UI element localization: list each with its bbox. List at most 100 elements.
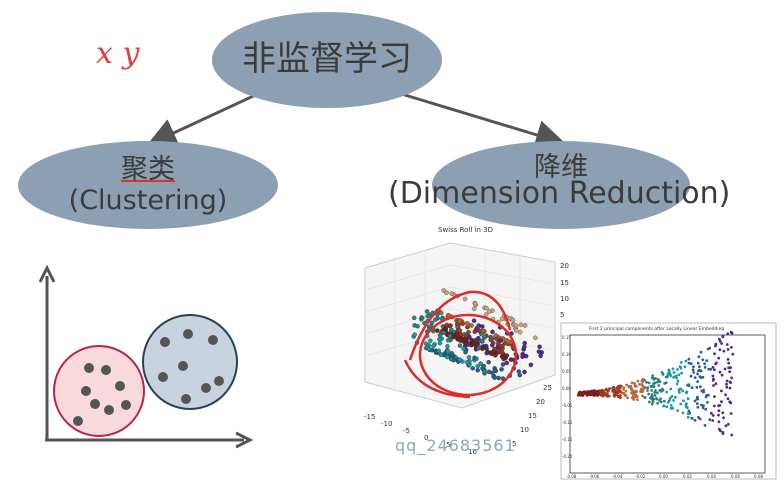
embedding-point (650, 402, 654, 406)
swiss-roll-point (462, 296, 468, 302)
dimension-reduction-label-cn: 降维 (534, 152, 588, 184)
embedding-point (731, 352, 735, 356)
swiss-roll-point (445, 348, 451, 354)
embedding-point (726, 422, 730, 426)
embedding-point (618, 394, 622, 397)
swiss-roll-point (484, 350, 489, 356)
embedding-point (618, 389, 622, 393)
swiss-roll-point (435, 328, 440, 333)
dimension-reduction-label-en: (Dimension Reduction) (388, 176, 731, 211)
embedding-y-tick: -0.05 (562, 403, 573, 408)
embedding-point (650, 389, 653, 392)
swiss-x-tick: -15 (364, 413, 375, 421)
embedding-point (727, 366, 731, 370)
swiss-roll-point (484, 305, 489, 311)
embedding-point (625, 383, 628, 387)
embedding-point (707, 393, 710, 397)
swiss-roll-point (464, 360, 470, 365)
embedding-point (672, 399, 675, 402)
swiss-roll-point (536, 349, 542, 354)
swiss-roll-point (471, 306, 477, 312)
embedding-point (689, 374, 693, 378)
embedding-point (643, 396, 647, 399)
embedding-point (633, 390, 636, 393)
embedding-point (659, 397, 662, 401)
embedding-point (607, 394, 611, 398)
embedding-point (651, 374, 655, 377)
embedding-point (699, 376, 703, 379)
swiss-roll-plot: Swiss Roll in 3D 20 15 10 5 -15 -10 -5 0… (364, 226, 569, 456)
embedding-point (712, 377, 715, 381)
embedding-point (730, 345, 733, 349)
embedding-point (634, 384, 638, 388)
swiss-roll-point (499, 349, 505, 355)
embedding-point (720, 342, 723, 345)
embedding-point (655, 397, 658, 400)
embedding-point (633, 382, 636, 385)
embedding-point (726, 358, 730, 361)
embedding-point (717, 404, 720, 408)
swiss-x-tick: 0 (424, 434, 428, 442)
swiss-roll-point (499, 367, 504, 372)
embedding-point (711, 374, 715, 378)
swiss-roll-point (517, 372, 523, 378)
swiss-roll-point (516, 369, 522, 374)
embedding-point (679, 366, 683, 370)
embedding-point (656, 401, 659, 405)
embedding-point (656, 380, 659, 384)
embedding-point (714, 342, 718, 346)
embedding-point (660, 371, 664, 374)
embedding-point (691, 368, 695, 372)
swiss-x-tick: 10 (468, 448, 477, 456)
embedding-point (626, 396, 629, 400)
swiss-roll-point (466, 355, 472, 360)
clustering-label-en: (Clustering) (68, 185, 228, 216)
embedding-point (669, 404, 673, 407)
handwritten-marks: x y (96, 36, 140, 71)
swiss-roll-point (438, 310, 444, 316)
embedding-point (616, 395, 620, 398)
swiss-y-tick: 20 (536, 398, 545, 406)
swiss-roll-point (490, 329, 495, 335)
swiss-roll-point (475, 363, 480, 369)
embedding-point (601, 394, 605, 397)
node-clustering: 聚类 (Clustering) (18, 141, 278, 229)
embedding-point (697, 415, 700, 419)
swiss-z-tick: 15 (560, 279, 569, 287)
embedding-point (672, 375, 676, 379)
arrow-to-dimension-reduction (394, 90, 566, 150)
swiss-roll-point (457, 357, 463, 362)
embedding-point (614, 392, 617, 395)
embedding-point (683, 365, 687, 369)
swiss-roll-point (482, 334, 488, 340)
embedding-point (646, 386, 650, 390)
embedding-point (728, 370, 732, 373)
embedding-point (630, 381, 634, 385)
embedding-point (692, 371, 696, 374)
embedding-point (676, 368, 679, 371)
embedding-point (720, 389, 723, 393)
embedding-point (657, 384, 661, 387)
embedding-point (649, 385, 653, 388)
embedding-point (581, 392, 585, 396)
swiss-roll-point (471, 318, 477, 323)
swiss-roll-point (420, 315, 425, 321)
embedding-y-tick: -0.20 (562, 454, 573, 459)
embedding-point (656, 391, 659, 395)
embedding-point (702, 388, 705, 392)
embedding-point (705, 359, 709, 362)
root-node-unsupervised-learning: 非监督学习 (212, 12, 442, 108)
embedding-point (661, 388, 665, 392)
swiss-roll-point (437, 340, 443, 346)
embedding-point (706, 347, 710, 351)
embedding-point (697, 355, 701, 359)
embedding-point (721, 335, 725, 338)
embedding-x-tick: 0.06 (731, 474, 740, 479)
embedding-point (729, 366, 733, 369)
swiss-roll-point (486, 359, 491, 365)
embedding-point (658, 388, 662, 392)
swiss-x-tick: -5 (403, 427, 410, 435)
embedding-point (679, 402, 683, 406)
embedding-point (687, 361, 691, 365)
embedding-point (667, 370, 671, 374)
